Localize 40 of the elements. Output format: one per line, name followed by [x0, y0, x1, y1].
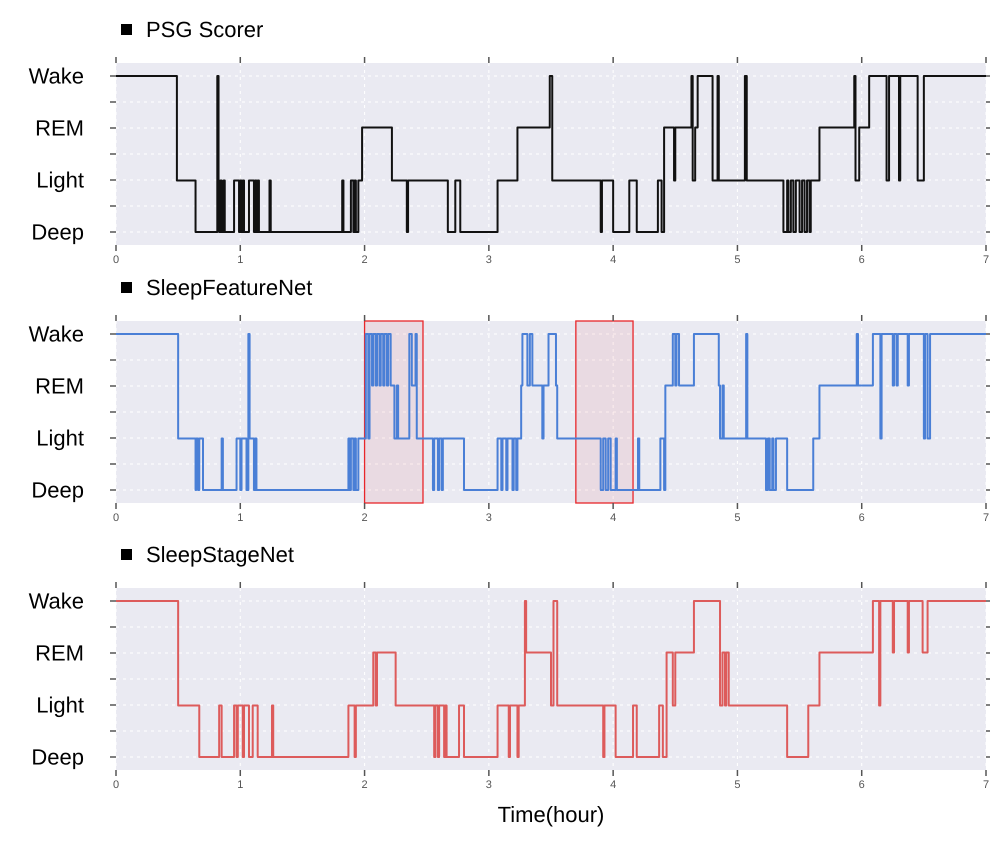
- x-tick-label: 1: [237, 254, 244, 266]
- text: Light: [36, 426, 84, 451]
- x-tick-label: 6: [858, 254, 865, 266]
- text: Deep: [31, 744, 84, 770]
- text: Light: [36, 168, 84, 193]
- x-tick-label: 1: [237, 779, 244, 791]
- chart-title: PSG Scorer: [146, 17, 264, 42]
- x-tick-label: 7: [982, 254, 990, 266]
- text: Deep: [31, 220, 84, 245]
- text: REM: [35, 374, 84, 399]
- x-tick-label: 3: [486, 779, 492, 791]
- x-tick-label: 7: [982, 779, 990, 791]
- x-tick-label: 6: [858, 512, 865, 524]
- x-tick-label: 3: [486, 512, 492, 524]
- text: Wake: [28, 322, 84, 347]
- x-tick-label: 2: [362, 779, 368, 791]
- text: Wake: [28, 588, 84, 614]
- text: Wake: [28, 64, 84, 89]
- x-tick-label: 6: [858, 779, 865, 791]
- text: Light: [36, 692, 84, 718]
- x-tick-label: 4: [610, 779, 616, 791]
- x-tick-label: 2: [362, 254, 368, 266]
- text: REM: [35, 116, 84, 141]
- x-tick-label: 4: [610, 254, 616, 266]
- chart-title: SleepStageNet: [146, 542, 294, 567]
- x-axis-title: Time(hour): [498, 802, 604, 827]
- text: REM: [35, 640, 84, 666]
- x-tick-label: 0: [112, 254, 120, 266]
- x-tick-label: 0: [112, 779, 120, 791]
- x-tick-label: 1: [237, 512, 244, 524]
- chart-title: SleepFeatureNet: [146, 275, 312, 300]
- x-tick-label: 5: [734, 254, 740, 266]
- x-tick-label: 3: [486, 254, 492, 266]
- x-tick-label: 2: [362, 512, 368, 524]
- x-tick-label: 0: [112, 512, 120, 524]
- x-tick-label: 5: [734, 512, 740, 524]
- text: Deep: [31, 478, 84, 503]
- x-tick-label: 4: [610, 512, 616, 524]
- x-tick-label: 5: [734, 779, 740, 791]
- x-tick-label: 7: [982, 512, 990, 524]
